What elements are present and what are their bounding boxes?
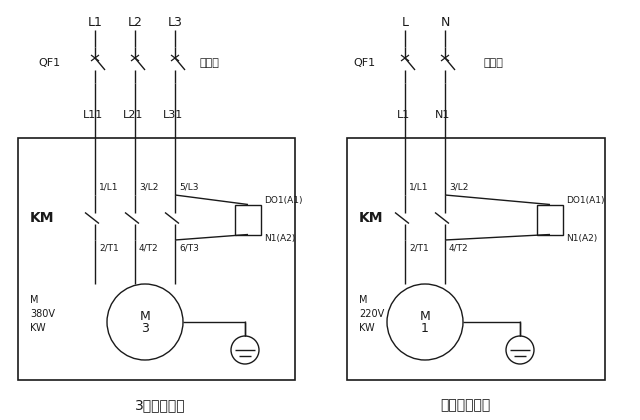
Text: 380V: 380V — [30, 309, 55, 319]
Text: DO1(A1): DO1(A1) — [264, 196, 303, 205]
Text: 4/T2: 4/T2 — [139, 244, 159, 252]
Text: 2/T1: 2/T1 — [409, 244, 429, 252]
Text: L2: L2 — [127, 16, 143, 29]
Bar — [18, 138, 295, 380]
Text: N1(A2): N1(A2) — [264, 234, 295, 243]
Text: 单相水泵接线: 单相水泵接线 — [440, 398, 490, 412]
Text: M: M — [30, 295, 38, 305]
Text: QF1: QF1 — [38, 58, 60, 68]
Text: 1/L1: 1/L1 — [409, 183, 429, 192]
Text: 断路器: 断路器 — [200, 58, 220, 68]
Text: M: M — [420, 310, 430, 323]
Text: DO1(A1): DO1(A1) — [566, 196, 605, 205]
Text: QF1: QF1 — [353, 58, 375, 68]
Text: KW: KW — [359, 323, 374, 333]
Text: KM: KM — [30, 210, 54, 225]
Text: L3: L3 — [168, 16, 182, 29]
Bar — [347, 138, 605, 380]
Text: N1: N1 — [435, 110, 451, 120]
Text: M: M — [140, 310, 150, 323]
Text: KM: KM — [359, 210, 383, 225]
Text: 3/L2: 3/L2 — [139, 183, 158, 192]
Text: 4/T2: 4/T2 — [449, 244, 468, 252]
Text: 1: 1 — [421, 323, 429, 336]
Text: L: L — [401, 16, 408, 29]
Text: L1: L1 — [88, 16, 102, 29]
Bar — [537, 205, 563, 234]
Text: KW: KW — [30, 323, 45, 333]
Text: 2/T1: 2/T1 — [99, 244, 119, 252]
Text: L31: L31 — [163, 110, 183, 120]
Text: 3/L2: 3/L2 — [449, 183, 468, 192]
Text: 3相水泵接线: 3相水泵接线 — [134, 398, 186, 412]
Text: 3: 3 — [141, 323, 149, 336]
Text: N1(A2): N1(A2) — [566, 234, 597, 243]
Text: N: N — [440, 16, 450, 29]
Text: 6/T3: 6/T3 — [179, 244, 199, 252]
Text: 220V: 220V — [359, 309, 384, 319]
Text: 断路器: 断路器 — [483, 58, 503, 68]
Text: 5/L3: 5/L3 — [179, 183, 198, 192]
Text: L21: L21 — [123, 110, 143, 120]
Text: L11: L11 — [83, 110, 103, 120]
Text: 1/L1: 1/L1 — [99, 183, 118, 192]
Text: M: M — [359, 295, 367, 305]
Bar — [235, 205, 261, 234]
Text: L1: L1 — [396, 110, 410, 120]
